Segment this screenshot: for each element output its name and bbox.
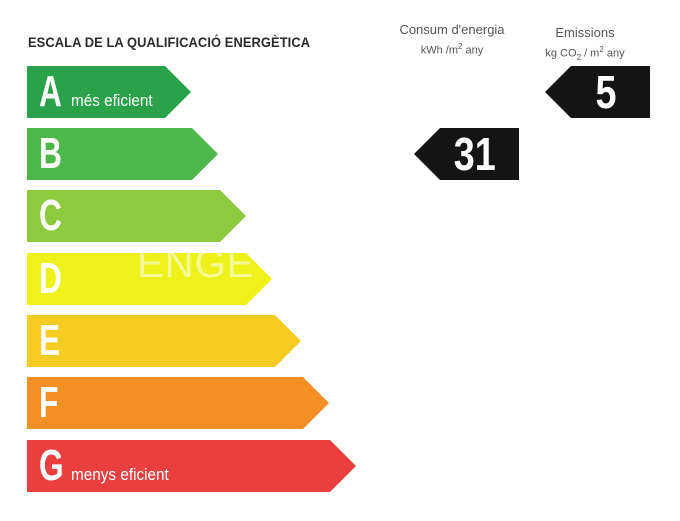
rating-bar-c: C: [27, 190, 246, 242]
emissions-column-heading: Emissions kg CO2 / m2 any: [535, 24, 635, 66]
emissions-unit-pre: kg CO: [545, 47, 577, 60]
rating-note-most-efficient: més eficient: [71, 91, 153, 110]
energy-unit-post: any: [462, 44, 484, 57]
rating-bar-b: B: [27, 128, 218, 180]
energy-heading: Consum d'energia: [399, 22, 505, 37]
energy-unit-pre: kWh /m: [420, 44, 459, 57]
energy-unit-sup: 2: [458, 42, 463, 51]
rating-bar-d: D: [27, 253, 272, 305]
emissions-heading: Emissions: [555, 25, 615, 40]
rating-letter-a: A: [39, 67, 62, 116]
rating-note-least-efficient: menys eficient: [71, 465, 169, 484]
emissions-unit-sub: 2: [576, 52, 582, 62]
page-title: ESCALA DE LA QUALIFICACIÓ ENERGÈTICA: [28, 34, 311, 50]
energy-value: 31: [453, 128, 496, 180]
emissions-value-indicator: 5: [545, 66, 650, 118]
rating-letter-f: F: [39, 378, 59, 427]
rating-bar-a: A més eficient: [27, 66, 191, 118]
emissions-unit: kg CO2 / m2 any: [535, 41, 635, 66]
energy-unit: kWh /m2 any: [392, 38, 512, 60]
rating-letter-c: C: [39, 191, 62, 240]
rating-bar-f: F: [27, 377, 329, 429]
rating-letter-g: G: [39, 441, 64, 490]
rating-letter-e: E: [39, 316, 61, 365]
rating-bar-g: G menys eficient: [27, 440, 356, 492]
energy-column-heading: Consum d'energia kWh /m2 any: [392, 21, 512, 60]
emissions-unit-sup: 2: [599, 45, 604, 54]
emissions-unit-mid: / m: [581, 47, 600, 60]
rating-bar-e: E: [27, 315, 301, 367]
rating-letter-b: B: [39, 129, 62, 178]
rating-letter-d: D: [39, 254, 62, 303]
emissions-value: 5: [595, 66, 617, 118]
energy-value-indicator: 31: [414, 128, 519, 180]
emissions-unit-post: any: [603, 47, 625, 60]
